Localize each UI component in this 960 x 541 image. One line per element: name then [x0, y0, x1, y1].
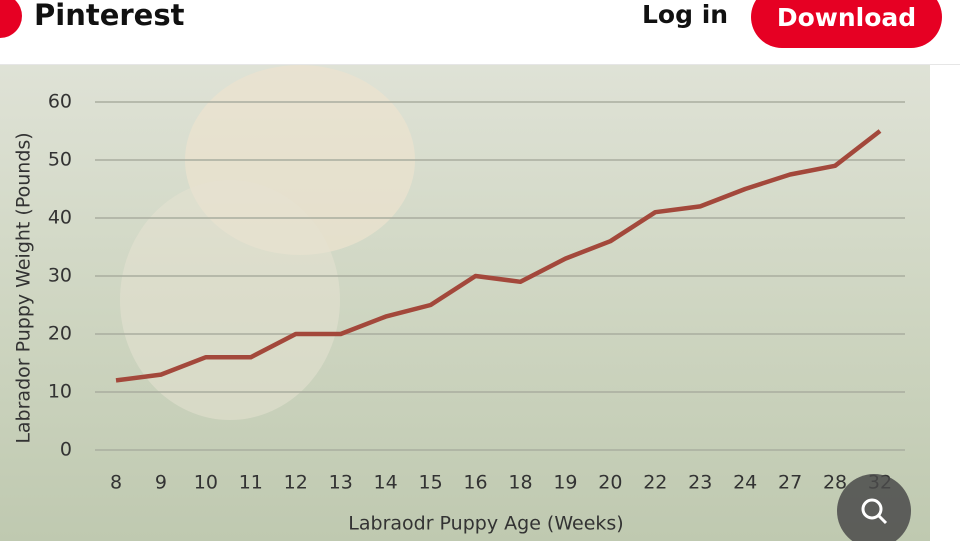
y-tick-label: 0	[60, 439, 72, 461]
search-icon	[861, 498, 883, 520]
login-button[interactable]: Log in	[642, 0, 729, 29]
y-tick-label: 10	[48, 381, 72, 403]
y-tick-label: 60	[48, 91, 72, 113]
download-button[interactable]: Download	[751, 0, 942, 48]
x-tick-label: 16	[463, 472, 487, 494]
x-tick-label: 22	[643, 472, 667, 494]
x-tick-label: 23	[688, 472, 712, 494]
x-tick-label: 13	[329, 472, 353, 494]
y-tick-label: 50	[48, 149, 72, 171]
x-tick-label: 15	[418, 472, 442, 494]
search-icon-handle	[877, 514, 888, 525]
y-tick-label: 40	[48, 207, 72, 229]
y-axis-label: Labrador Puppy Weight (Pounds)	[13, 132, 35, 443]
x-tick-label: 14	[374, 472, 398, 494]
download-label: Download	[776, 3, 917, 32]
x-tick-label: 10	[194, 472, 218, 494]
x-tick-label: 20	[598, 472, 622, 494]
x-tick-label: 28	[823, 472, 847, 494]
header: Pinterest Log in Download	[0, 0, 960, 65]
y-tick-label: 20	[48, 323, 72, 345]
x-tick-label: 9	[155, 472, 167, 494]
x-tick-label: 27	[778, 472, 802, 494]
x-axis-label: Labraodr Puppy Age (Weeks)	[348, 513, 623, 535]
x-tick-label: 24	[733, 472, 757, 494]
x-tick-label: 11	[239, 472, 263, 494]
x-tick-label: 18	[508, 472, 532, 494]
line	[115, 129, 882, 383]
y-tick-label: 30	[48, 265, 72, 287]
visual-search-button[interactable]	[837, 474, 911, 541]
x-tick-label: 12	[284, 472, 308, 494]
x-tick-label: 19	[553, 472, 577, 494]
plot: 0 10 20 30 40 50 60 8 9 10 11 12 13 14 15 16 18 19 20 22 23 2…	[48, 91, 905, 494]
x-tick-label: 8	[110, 472, 122, 494]
logo[interactable]	[0, 0, 22, 38]
brand[interactable]: Pinterest	[34, 0, 185, 32]
photo-dog-body	[120, 180, 340, 420]
